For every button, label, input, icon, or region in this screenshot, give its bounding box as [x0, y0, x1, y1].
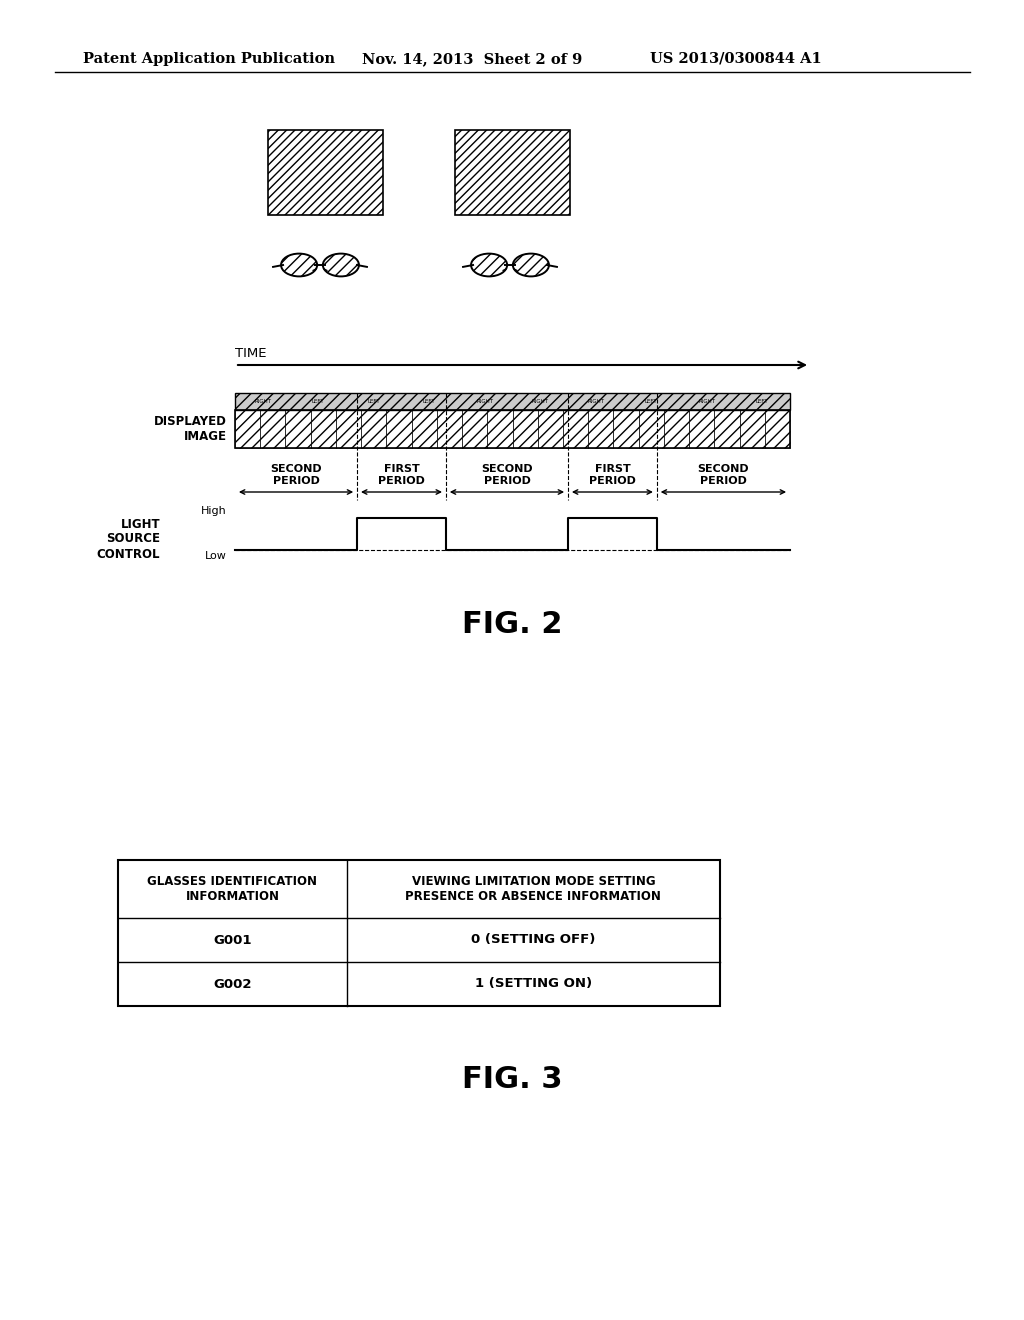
Text: RIGHT: RIGHT: [531, 399, 549, 404]
Text: SECOND
PERIOD: SECOND PERIOD: [270, 465, 322, 486]
Text: FIRST
PERIOD: FIRST PERIOD: [378, 465, 425, 486]
Bar: [260, 411, 286, 447]
Text: TIME: TIME: [234, 347, 266, 360]
Bar: [487, 411, 512, 447]
Text: G001: G001: [213, 933, 252, 946]
Text: Nov. 14, 2013  Sheet 2 of 9: Nov. 14, 2013 Sheet 2 of 9: [362, 51, 583, 66]
Text: LEFT: LEFT: [423, 399, 435, 404]
Bar: [234, 411, 260, 447]
Text: High: High: [202, 506, 227, 516]
Bar: [234, 411, 790, 447]
Text: SOURCE: SOURCE: [106, 532, 160, 545]
Bar: [437, 411, 462, 447]
Bar: [118, 861, 720, 1006]
Bar: [234, 393, 790, 411]
Bar: [613, 411, 639, 447]
Bar: [412, 411, 437, 447]
Text: LEFT: LEFT: [645, 399, 657, 404]
Text: RIGHT: RIGHT: [698, 399, 715, 404]
Bar: [310, 411, 336, 447]
Text: Patent Application Publication: Patent Application Publication: [83, 51, 335, 66]
Text: GLASSES IDENTIFICATION
INFORMATION: GLASSES IDENTIFICATION INFORMATION: [147, 875, 317, 903]
Bar: [455, 129, 570, 215]
Bar: [639, 411, 664, 447]
Text: DISPLAYED
IMAGE: DISPLAYED IMAGE: [155, 414, 227, 444]
Bar: [715, 411, 739, 447]
Text: VIEWING LIMITATION MODE SETTING
PRESENCE OR ABSENCE INFORMATION: VIEWING LIMITATION MODE SETTING PRESENCE…: [406, 875, 662, 903]
Bar: [588, 411, 613, 447]
Bar: [739, 411, 765, 447]
Text: LEFT: LEFT: [756, 399, 769, 404]
Text: RIGHT: RIGHT: [587, 399, 604, 404]
Text: LIGHT: LIGHT: [121, 517, 160, 531]
Text: RIGHT: RIGHT: [254, 399, 271, 404]
Bar: [512, 411, 538, 447]
Bar: [462, 411, 487, 447]
Bar: [386, 411, 412, 447]
Bar: [765, 411, 790, 447]
Bar: [538, 411, 563, 447]
Ellipse shape: [323, 253, 359, 276]
Bar: [664, 411, 689, 447]
Ellipse shape: [281, 253, 317, 276]
Text: FIRST
PERIOD: FIRST PERIOD: [589, 465, 636, 486]
Text: LEFT: LEFT: [368, 399, 380, 404]
Text: SECOND
PERIOD: SECOND PERIOD: [481, 465, 532, 486]
Bar: [268, 129, 383, 215]
Text: LEFT: LEFT: [312, 399, 325, 404]
Text: FIG. 3: FIG. 3: [462, 1065, 562, 1094]
Text: Low: Low: [205, 550, 227, 561]
Text: G002: G002: [213, 978, 252, 990]
Text: SECOND
PERIOD: SECOND PERIOD: [697, 465, 750, 486]
Text: 1 (SETTING ON): 1 (SETTING ON): [475, 978, 592, 990]
Ellipse shape: [513, 253, 549, 276]
Text: 0 (SETTING OFF): 0 (SETTING OFF): [471, 933, 596, 946]
Text: RIGHT: RIGHT: [476, 399, 494, 404]
Bar: [361, 411, 386, 447]
Bar: [689, 411, 715, 447]
Text: CONTROL: CONTROL: [96, 548, 160, 561]
Bar: [286, 411, 310, 447]
Text: FIG. 2: FIG. 2: [462, 610, 562, 639]
Text: US 2013/0300844 A1: US 2013/0300844 A1: [650, 51, 821, 66]
Bar: [563, 411, 588, 447]
Ellipse shape: [471, 253, 507, 276]
Bar: [336, 411, 361, 447]
